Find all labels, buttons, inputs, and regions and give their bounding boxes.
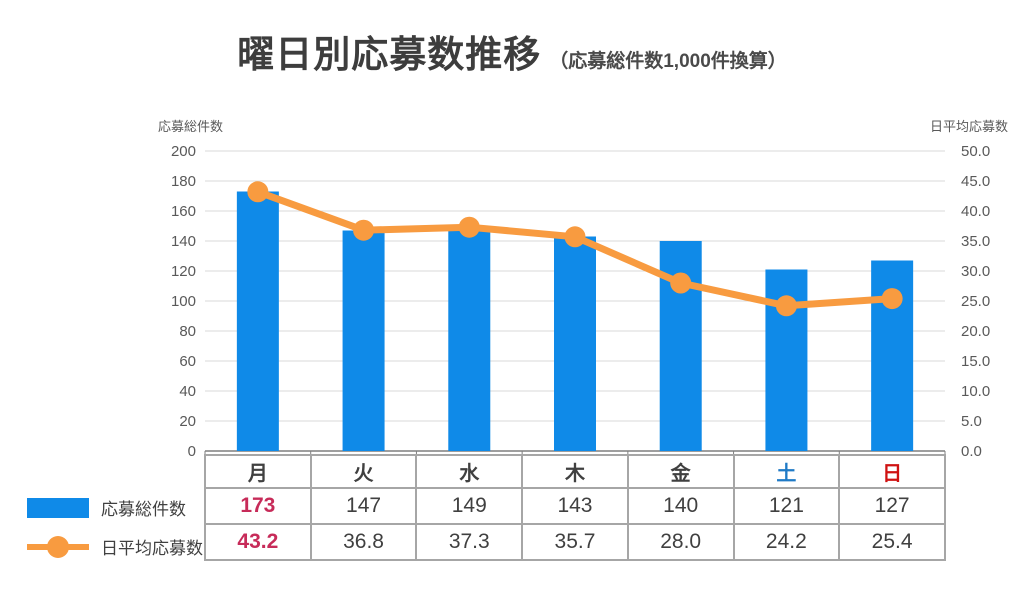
line-value-土: 24.2: [732, 523, 841, 561]
right-axis-tick-label: 25.0: [961, 293, 990, 310]
bar-value-日: 127: [838, 487, 946, 525]
bar-value-水: 149: [415, 487, 524, 525]
combo-chart-plot: 0 0.0 20 5.0 40 10.0 60 15.0 80 20.0 100 25.0 120 30.…: [171, 143, 990, 460]
left-axis-tick-label: 0: [188, 443, 196, 460]
right-axis-tick-label: 0.0: [961, 443, 982, 460]
chart-subtitle: （応募総件数1,000件換算）: [549, 51, 787, 72]
bar-火: [342, 230, 385, 451]
left-axis-tick-label: 120: [171, 263, 196, 280]
day-header-月: 月: [204, 454, 312, 489]
day-header-木: 木: [521, 454, 629, 489]
title-row: 曜日別応募数推移 （応募総件数1,000件換算）: [0, 24, 1024, 78]
right-axis-tick-label: 15.0: [961, 353, 990, 370]
right-axis-tick-label: 45.0: [961, 173, 990, 190]
bar-value-火: 147: [309, 487, 418, 525]
left-axis-tick-label: 20: [179, 413, 196, 430]
right-axis-tick-label: 10.0: [961, 383, 990, 400]
legend-item-line: 日平均応募数: [27, 534, 203, 559]
data-point-月: [247, 181, 269, 203]
line-value-月: 43.2: [204, 523, 312, 561]
day-header-火: 火: [309, 454, 418, 489]
bar-series-label: 応募総件数: [101, 500, 186, 519]
bar-value-金: 140: [626, 487, 735, 525]
right-axis-tick-label: 5.0: [961, 413, 982, 430]
right-axis-tick-label: 50.0: [961, 143, 990, 160]
bar-value-木: 143: [521, 487, 629, 525]
data-point-木: [564, 226, 586, 248]
chart-title: 曜日別応募数推移: [237, 34, 542, 75]
left-axis-tick-label: 140: [171, 233, 196, 250]
left-axis-tick-label: 80: [179, 323, 196, 340]
data-point-土: [775, 295, 797, 317]
line-series-marker: [47, 535, 69, 558]
data-point-金: [670, 272, 692, 294]
line-series-swatch: [27, 535, 89, 558]
right-axis-tick-label: 30.0: [961, 263, 990, 280]
left-axis-title: 応募総件数: [158, 119, 224, 134]
data-table: 月火水木金土日 173 147 149 143 140 121 127 43.2 36.8 37.3…: [204, 454, 946, 561]
line-series-label: 日平均応募数: [101, 539, 203, 558]
bar-月: [236, 191, 279, 451]
right-axis-tick-label: 35.0: [961, 233, 990, 250]
bar-value-土: 121: [732, 487, 841, 525]
right-axis-tick-label: 20.0: [961, 323, 990, 340]
left-axis-tick-label: 180: [171, 173, 196, 190]
line-value-金: 28.0: [626, 523, 735, 561]
left-axis-tick-label: 60: [179, 353, 196, 370]
right-axis-title: 日平均応募数: [929, 119, 1008, 134]
line-value-火: 36.8: [309, 523, 418, 561]
bar-水: [448, 227, 491, 451]
bar-木: [554, 236, 596, 451]
day-header-水: 水: [415, 454, 524, 489]
line-value-木: 35.7: [521, 523, 629, 561]
data-point-日: [881, 288, 903, 310]
line-value-日: 25.4: [838, 523, 946, 561]
line-value-水: 37.3: [415, 523, 524, 561]
day-header-金: 金: [626, 454, 735, 489]
bar-series-swatch: [27, 497, 89, 518]
day-header-土: 土: [732, 454, 841, 489]
right-axis-tick-label: 40.0: [961, 203, 990, 220]
day-header-日: 日: [838, 454, 946, 489]
left-axis-tick-label: 40: [179, 383, 196, 400]
left-axis-tick-label: 200: [171, 143, 196, 160]
bar-value-月: 173: [204, 487, 312, 525]
data-point-水: [458, 216, 480, 238]
left-axis-tick-label: 100: [171, 293, 196, 310]
left-axis-tick-label: 160: [171, 203, 196, 220]
legend-item-bars: 応募総件数: [27, 495, 186, 520]
data-point-火: [353, 219, 375, 241]
